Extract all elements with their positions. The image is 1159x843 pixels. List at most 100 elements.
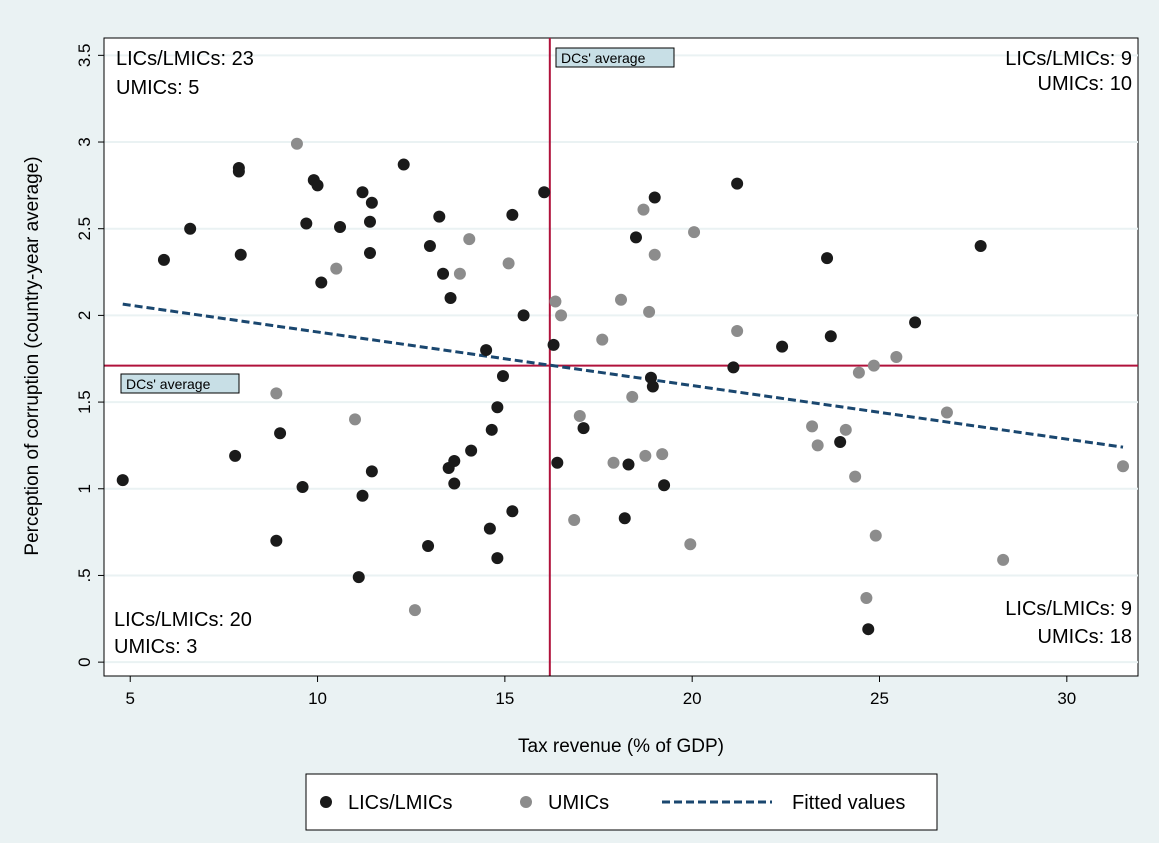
y-tick-label: 1.5 [75, 390, 94, 414]
point-lics-lmics [538, 186, 551, 199]
point-lics-lmics [646, 380, 659, 393]
point-umics [549, 295, 562, 308]
legend-label-fitted: Fitted values [792, 792, 905, 814]
quadrant-top-left-line-2: UMICs: 5 [116, 77, 199, 99]
point-lics-lmics [483, 522, 496, 535]
data-points [116, 137, 1130, 636]
point-umics [502, 257, 515, 270]
fitted-line-layer [122, 302, 1124, 449]
point-lics-lmics [491, 401, 504, 414]
y-axis-title: Perception of corruption (country-year a… [22, 156, 43, 555]
point-lics-lmics [422, 539, 435, 552]
point-lics-lmics [727, 361, 740, 374]
point-umics [607, 456, 620, 469]
point-umics [463, 233, 476, 246]
point-lics-lmics [480, 344, 493, 357]
point-lics-lmics [485, 423, 498, 436]
point-umics [555, 309, 568, 322]
legend-box [305, 773, 938, 831]
point-umics [731, 324, 744, 337]
legend-label-lics-lmics: LICs/LMICs [348, 792, 452, 814]
point-lics-lmics [506, 208, 519, 221]
point-lics-lmics [356, 186, 369, 199]
point-umics [453, 267, 466, 280]
quadrant-bottom-right-line-1: LICs/LMICs: 9 [1005, 598, 1132, 620]
point-umics [860, 591, 873, 604]
y-tick-label: .5 [75, 568, 94, 582]
point-umics [869, 529, 882, 542]
point-lics-lmics [184, 222, 197, 235]
point-umics [615, 293, 627, 306]
x-axis-title: Tax revenue (% of GDP) [518, 736, 724, 757]
point-lics-lmics [296, 481, 309, 494]
point-lics-lmics [448, 477, 461, 490]
point-umics [839, 423, 852, 436]
point-lics-lmics [157, 253, 170, 266]
x-tick-label: 30 [1057, 689, 1076, 708]
point-lics-lmics [270, 534, 283, 547]
point-umics [637, 203, 650, 216]
point-umics [852, 366, 865, 379]
vertical-ref-label-box [555, 47, 675, 68]
point-umics [811, 439, 824, 452]
point-umics [408, 604, 421, 617]
point-lics-lmics [444, 292, 457, 305]
point-lics-lmics [496, 370, 509, 383]
point-lics-lmics [824, 330, 837, 343]
quadrant-bottom-left-line-1: LICs/LMICs: 20 [114, 609, 252, 631]
quadrant-top-left-line-1: LICs/LMICs: 23 [116, 48, 254, 70]
legend-label-umics: UMICs [548, 792, 609, 814]
point-umics [940, 406, 953, 419]
point-lics-lmics [658, 479, 671, 492]
reference-lines [104, 38, 1138, 676]
plot-area [103, 37, 1139, 677]
point-umics [573, 409, 586, 422]
point-umics [270, 387, 283, 400]
point-lics-lmics [311, 179, 324, 192]
point-lics-lmics [433, 210, 446, 223]
point-umics [568, 513, 581, 526]
point-umics [626, 390, 639, 403]
point-umics [688, 226, 701, 239]
point-lics-lmics [437, 267, 450, 280]
y-tick-label: 1 [75, 484, 94, 493]
x-tick-label: 20 [683, 689, 702, 708]
point-lics-lmics [821, 252, 834, 265]
point-lics-lmics [365, 196, 378, 209]
y-tick-label: 3.5 [75, 44, 94, 68]
legend-marker-umics [520, 796, 532, 808]
point-umics [643, 305, 656, 318]
point-umics [849, 470, 862, 483]
point-lics-lmics [365, 465, 378, 478]
point-lics-lmics [909, 316, 922, 329]
quadrant-bottom-left-line-2: UMICs: 3 [114, 636, 197, 658]
point-lics-lmics [397, 158, 410, 171]
legend-marker-lics-lmics [320, 796, 332, 808]
point-lics-lmics [618, 512, 631, 525]
x-tick-label: 10 [308, 689, 327, 708]
y-tick-label: 3 [75, 137, 94, 146]
point-lics-lmics [776, 340, 789, 353]
y-tick-label: 2.5 [75, 217, 94, 241]
point-umics [806, 420, 819, 433]
point-lics-lmics [648, 191, 661, 204]
point-umics [596, 333, 609, 346]
point-lics-lmics [448, 455, 461, 468]
point-lics-lmics [334, 220, 347, 233]
point-umics [290, 137, 303, 150]
point-umics [330, 262, 343, 275]
fitted-values-line [122, 302, 1124, 449]
point-lics-lmics [731, 177, 744, 190]
point-lics-lmics [622, 458, 635, 471]
y-tick-label: 2 [75, 311, 94, 320]
point-lics-lmics [577, 422, 590, 435]
point-umics [639, 449, 652, 462]
quadrant-top-right-line-2: UMICs: 10 [1038, 73, 1132, 95]
point-lics-lmics [547, 338, 560, 351]
point-lics-lmics [834, 435, 847, 448]
point-umics [867, 359, 880, 372]
point-lics-lmics [356, 489, 369, 502]
point-lics-lmics [234, 248, 247, 261]
horizontal-ref-label-box [120, 373, 240, 394]
point-lics-lmics [315, 276, 328, 289]
